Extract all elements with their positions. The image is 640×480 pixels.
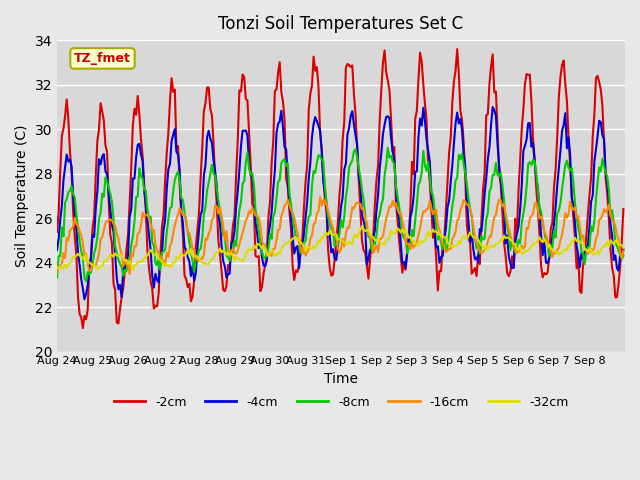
-8cm [605, 187, 612, 193]
-2cm [453, 46, 461, 52]
-2cm [605, 216, 612, 222]
-2cm [620, 206, 627, 212]
-4cm [53, 247, 61, 252]
-4cm [291, 251, 298, 256]
Line: -16cm: -16cm [57, 197, 623, 274]
-16cm [53, 269, 61, 275]
-32cm [605, 244, 612, 250]
-2cm [108, 240, 116, 246]
-32cm [129, 267, 137, 273]
-32cm [358, 223, 366, 229]
-16cm [291, 215, 298, 220]
-8cm [83, 278, 90, 284]
-4cm [605, 197, 612, 203]
-8cm [279, 157, 287, 163]
Line: -32cm: -32cm [57, 226, 623, 270]
-2cm [171, 86, 179, 92]
Line: -4cm: -4cm [57, 107, 623, 299]
-8cm [108, 199, 116, 204]
-16cm [171, 222, 179, 228]
-4cm [620, 247, 627, 252]
-16cm [316, 194, 324, 200]
-8cm [291, 224, 298, 230]
-4cm [489, 104, 497, 110]
-16cm [605, 202, 612, 207]
-2cm [291, 277, 298, 283]
Legend: -2cm, -4cm, -8cm, -16cm, -32cm: -2cm, -4cm, -8cm, -16cm, -32cm [109, 391, 573, 414]
Y-axis label: Soil Temperature (C): Soil Temperature (C) [15, 125, 29, 267]
-2cm [53, 229, 61, 235]
Line: -2cm: -2cm [57, 49, 623, 328]
-32cm [106, 252, 114, 258]
-32cm [620, 245, 627, 251]
-16cm [279, 209, 287, 215]
-4cm [81, 296, 88, 302]
-32cm [174, 256, 182, 262]
-8cm [53, 275, 61, 280]
-16cm [126, 271, 134, 277]
-32cm [279, 244, 287, 250]
-32cm [53, 264, 61, 270]
-2cm [174, 143, 182, 149]
X-axis label: Time: Time [324, 372, 358, 386]
-4cm [171, 126, 179, 132]
-8cm [384, 145, 392, 151]
-4cm [174, 152, 182, 157]
-8cm [620, 253, 627, 259]
-2cm [79, 325, 86, 331]
-2cm [279, 98, 287, 104]
-32cm [171, 260, 179, 265]
Line: -8cm: -8cm [57, 148, 623, 281]
Title: Tonzi Soil Temperatures Set C: Tonzi Soil Temperatures Set C [218, 15, 463, 33]
-16cm [174, 212, 182, 217]
-4cm [108, 222, 116, 228]
-8cm [174, 169, 182, 175]
-32cm [291, 235, 298, 240]
Text: TZ_fmet: TZ_fmet [74, 52, 131, 65]
-16cm [620, 248, 627, 254]
-8cm [171, 177, 179, 183]
-16cm [106, 216, 114, 222]
-4cm [279, 124, 287, 130]
